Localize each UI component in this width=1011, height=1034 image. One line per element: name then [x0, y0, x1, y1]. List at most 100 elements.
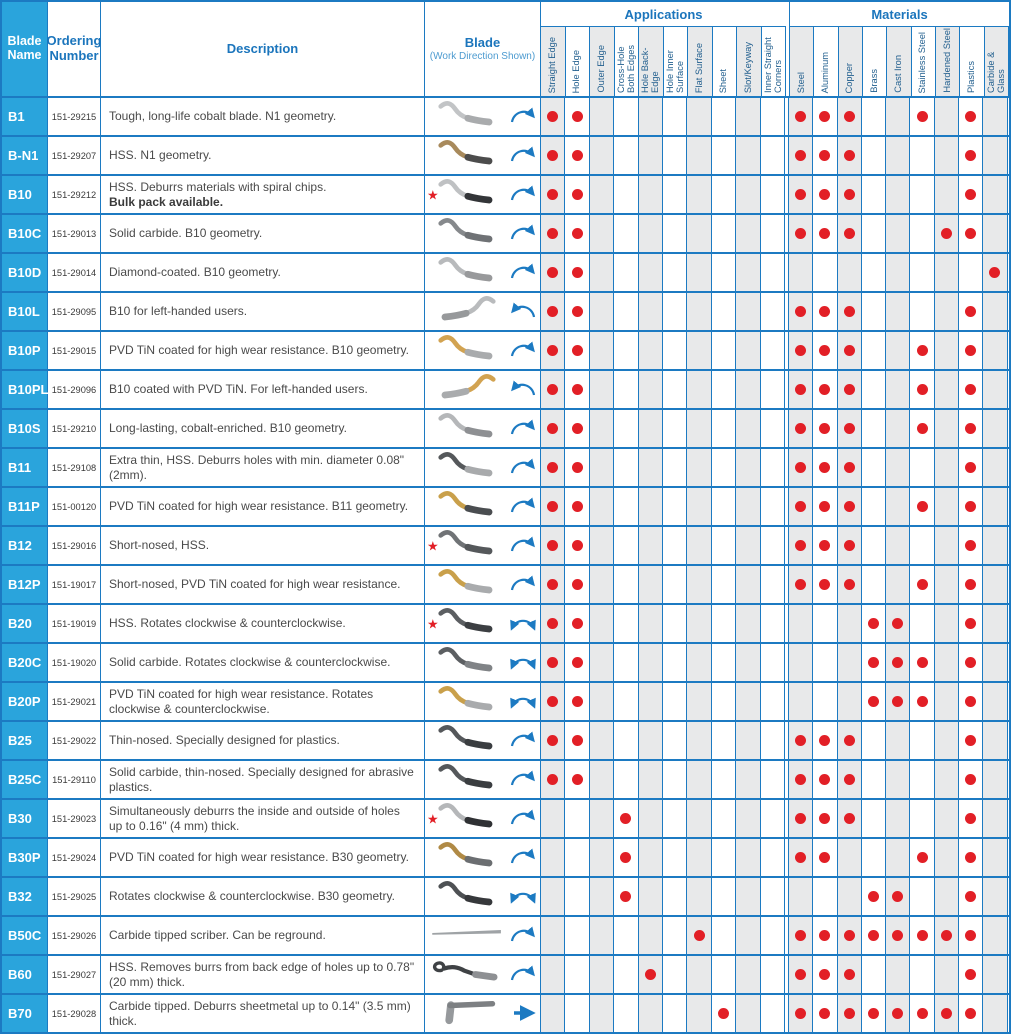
material-cell-hardened-steel [934, 839, 959, 876]
application-cell-outer-edge [589, 176, 615, 213]
blade-image-cell [425, 371, 541, 408]
application-cell-outer-edge [589, 878, 615, 915]
material-cell-carbide-glass [983, 605, 1008, 642]
blade-image-cell [425, 98, 541, 135]
material-cell-cast-iron [886, 917, 911, 954]
application-cell-hole-back-edge [638, 254, 663, 291]
material-cell-copper [837, 800, 862, 837]
material-dot [843, 150, 855, 161]
materials-group-label: Materials [790, 2, 1009, 27]
material-cell-cast-iron [886, 488, 911, 525]
material-cell-brass [862, 410, 887, 447]
material-dot [965, 930, 977, 941]
application-cell-outer-edge [589, 449, 615, 486]
blade-illustration-icon [428, 839, 506, 876]
blade-name-label: B30 [8, 811, 32, 826]
material-dot [892, 618, 904, 629]
material-dot [843, 189, 855, 200]
ordering-number-value: 151-29215 [51, 111, 97, 122]
material-dot [916, 111, 928, 122]
material-cell-hardened-steel [934, 254, 959, 291]
material-cell-stainless-steel [910, 332, 935, 369]
application-cell-outer-edge [589, 527, 615, 564]
blade-name-cell: B20C [2, 644, 48, 681]
description-cell: Extra thin, HSS. Deburrs holes with min.… [101, 449, 425, 486]
application-cell-hole-back-edge [638, 449, 663, 486]
blade-image-cell: ★ [425, 605, 541, 642]
application-cell-sheet [712, 761, 737, 798]
blade-illustration-icon [428, 332, 506, 369]
application-cell-outer-edge [589, 605, 615, 642]
material-cell-cast-iron [886, 566, 911, 603]
material-cell-hardened-steel [934, 137, 959, 174]
material-cell-copper [837, 956, 862, 993]
material-dot [819, 969, 831, 980]
blade-illustration-icon [428, 98, 506, 135]
description-cell: Short-nosed, HSS. [101, 527, 425, 564]
application-cell-sheet [712, 215, 737, 252]
work-direction-cw-arrow-icon [508, 960, 538, 989]
application-cell-hole-back-edge [638, 761, 663, 798]
material-cell-steel [788, 215, 814, 252]
table-row-b11: B11 151-29108 Extra thin, HSS. Deburrs hol… [2, 449, 1009, 488]
application-cell-flat-surface [687, 683, 712, 720]
application-cell-sheet [712, 176, 737, 213]
material-cell-brass [862, 215, 887, 252]
blade-image-cell: ★ [425, 176, 541, 213]
application-cell-hole-edge [565, 956, 590, 993]
ordering-number-value: 151-29021 [51, 696, 97, 707]
material-cell-brass [862, 995, 887, 1032]
material-header-cast-iron: Cast Iron [887, 27, 912, 96]
ordering-number-cell: 151-19020 [48, 644, 101, 681]
table-row-b20p: B20P 151-29021 PVD TiN coated for high wea… [2, 683, 1009, 722]
material-cell-stainless-steel [910, 800, 935, 837]
material-cell-cast-iron [886, 137, 911, 174]
blade-name-cell: B10L [2, 293, 48, 330]
material-dot [795, 813, 807, 824]
material-cell-stainless-steel [910, 761, 935, 798]
materials-column-headers: Steel Aluminum Copper Brass Cast Iron Stainle… [790, 27, 1009, 96]
material-cell-copper [837, 995, 862, 1032]
material-cell-cast-iron [886, 722, 911, 759]
material-dot [843, 345, 855, 356]
group-divider [784, 995, 789, 1032]
description-text: PVD TiN coated for high wear resistance.… [109, 850, 409, 865]
blade-illustration-icon [428, 605, 506, 642]
application-cell-slot-keyway [736, 878, 761, 915]
material-cell-carbide-glass [983, 176, 1008, 213]
material-dot [965, 423, 977, 434]
blade-name-label: B10D [8, 265, 42, 280]
blade-name-cell: B25 [2, 722, 48, 759]
work-direction-cw-arrow-icon [508, 102, 538, 131]
application-header-label: Straight Edge [546, 36, 557, 93]
material-cell-carbide-glass [983, 254, 1008, 291]
blade-name-cell: B10P [2, 332, 48, 369]
application-cell-cross-hole-both-edges [614, 839, 639, 876]
application-cell-hole-back-edge [638, 293, 663, 330]
group-divider [784, 722, 789, 759]
application-cell-straight-edge [541, 371, 566, 408]
application-cell-slot-keyway [736, 371, 761, 408]
application-cell-outer-edge [589, 566, 615, 603]
material-dot [819, 345, 831, 356]
description-cell: Solid carbide. Rotates clockwise & count… [101, 644, 425, 681]
material-dot [989, 267, 1001, 278]
application-dot [547, 189, 559, 200]
material-dot [819, 1008, 831, 1019]
material-dot [819, 423, 831, 434]
application-cell-hole-edge [565, 410, 590, 447]
material-dot [965, 540, 977, 551]
application-cell-hole-back-edge [638, 839, 663, 876]
material-cell-brass [862, 956, 887, 993]
material-cell-steel [788, 254, 814, 291]
table-row-b10pl: B10PL 151-29096 B10 coated with PVD TiN. F… [2, 371, 1009, 410]
description-bold-text: Bulk pack available. [109, 194, 224, 209]
material-cell-aluminum [813, 137, 838, 174]
material-dot [795, 384, 807, 395]
material-cell-copper [837, 449, 862, 486]
material-cell-aluminum [813, 527, 838, 564]
work-direction-both-arrow-icon [508, 609, 538, 638]
material-cell-steel [788, 878, 814, 915]
material-dot [843, 306, 855, 317]
